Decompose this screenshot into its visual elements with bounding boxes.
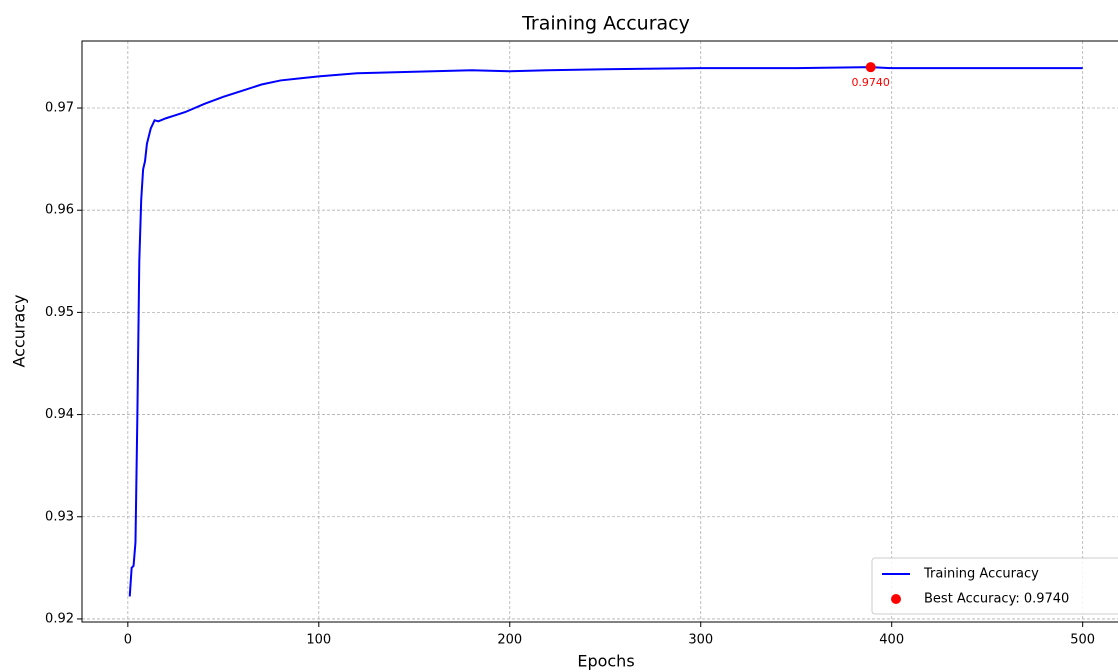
- legend-label: Best Accuracy: 0.9740: [924, 592, 1069, 607]
- y-tick-label: 0.95: [45, 305, 74, 320]
- best-label: 0.9740: [851, 76, 890, 89]
- legend-dot: [891, 594, 901, 604]
- plot-frame: [81, 40, 1118, 623]
- x-tick-label: 100: [306, 633, 331, 648]
- y-tick-label: 0.94: [45, 407, 74, 422]
- legend-label: Training Accuracy: [923, 567, 1039, 582]
- x-tick-label: 500: [1070, 633, 1095, 648]
- y-tick-label: 0.97: [45, 101, 74, 116]
- x-tick-label: 300: [688, 633, 713, 648]
- best-point: [865, 62, 876, 73]
- chart-title: Training Accuracy: [521, 13, 690, 35]
- x-axis-label: Epochs: [577, 652, 634, 671]
- y-tick-label: 0.96: [45, 203, 74, 218]
- y-axis-label: Accuracy: [10, 294, 29, 367]
- y-tick-label: 0.92: [45, 611, 74, 626]
- accuracy-line: [128, 66, 1083, 597]
- y-tick-label: 0.93: [45, 509, 74, 524]
- x-tick-label: 0: [124, 633, 132, 648]
- x-tick-label: 400: [879, 633, 904, 648]
- x-tick-label: 200: [497, 633, 522, 648]
- legend-box: [871, 557, 1118, 615]
